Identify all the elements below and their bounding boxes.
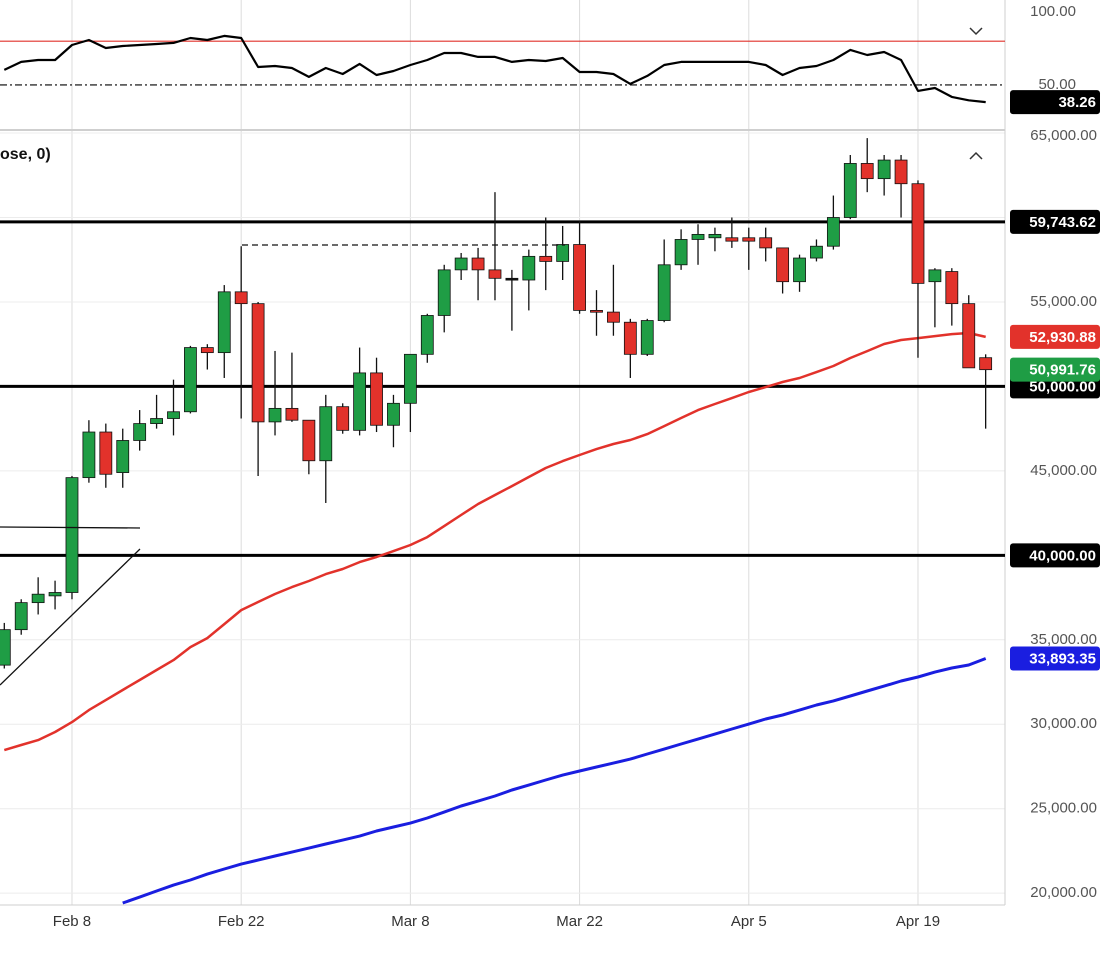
candle-body xyxy=(116,440,130,473)
candle-body xyxy=(573,244,586,311)
price-label: 40,000.00 xyxy=(1029,547,1096,564)
candle-body xyxy=(454,257,468,271)
y-tick-label: 25,000.00 xyxy=(1030,800,1097,817)
candle-body xyxy=(725,237,739,242)
candle-body xyxy=(420,315,434,355)
candle-body xyxy=(285,407,299,421)
y-tick-label: 65,000.00 xyxy=(1030,127,1097,144)
plot xyxy=(0,34,1005,905)
price-label-box xyxy=(1010,646,1100,671)
rsi-tick-label: 50.00 xyxy=(1038,76,1076,93)
candle-body xyxy=(590,310,603,313)
candle-body xyxy=(488,269,502,279)
price-label: 52,930.88 xyxy=(1029,329,1096,346)
candle-body xyxy=(776,247,790,283)
candle-body xyxy=(437,269,451,316)
y-tick-label: 55,000.00 xyxy=(1030,293,1097,310)
candle-body xyxy=(928,269,942,283)
trend-line[interactable] xyxy=(0,548,141,686)
y-tick-label: 35,000.00 xyxy=(1030,631,1097,648)
axis-labels: Feb 8 Feb 22 Mar 8 Mar 22 Apr 5 Apr 19 65,000.… xyxy=(53,3,1100,930)
candle-body xyxy=(370,372,383,426)
candle-body xyxy=(184,347,197,413)
candle-body xyxy=(894,159,908,185)
candle-body xyxy=(793,257,806,283)
price-label-box xyxy=(1010,90,1100,115)
candle-body xyxy=(133,423,147,441)
candle-body xyxy=(691,233,705,240)
rsi-line xyxy=(3,34,986,104)
candle-body xyxy=(742,237,756,242)
candle-body xyxy=(674,239,688,266)
candle-body xyxy=(14,602,28,631)
candle-body xyxy=(150,418,163,424)
candle-body xyxy=(826,217,840,247)
candle-body xyxy=(607,311,620,323)
x-tick-label: Feb 8 xyxy=(53,913,91,930)
trend-line[interactable] xyxy=(0,526,141,529)
candle-body xyxy=(623,321,637,355)
expand-button[interactable] xyxy=(969,151,983,160)
collapse-button[interactable] xyxy=(969,27,983,36)
candle-body xyxy=(302,419,316,462)
candle-body xyxy=(31,593,45,604)
candle-body xyxy=(403,353,417,404)
candle-body xyxy=(353,372,367,431)
price-label-box xyxy=(1010,324,1100,349)
price-label: 50,991.76 xyxy=(1029,362,1096,379)
candle-body xyxy=(471,257,485,271)
candle-body xyxy=(319,406,333,462)
candle-body xyxy=(167,411,180,419)
price-label: 50,000.00 xyxy=(1029,378,1096,395)
candle-body xyxy=(65,477,79,593)
price-label-box xyxy=(1010,357,1100,382)
rsi-tick-label: 100.00 xyxy=(1030,3,1076,20)
candle-body xyxy=(657,264,671,321)
candle-body xyxy=(0,629,11,666)
x-tick-label: Feb 22 xyxy=(218,913,265,930)
y-tick-label: 30,000.00 xyxy=(1030,715,1097,732)
candle-body xyxy=(200,347,214,354)
x-tick-label: Mar 8 xyxy=(391,913,429,930)
x-tick-label: Mar 22 xyxy=(556,913,603,930)
candle-body xyxy=(82,431,96,479)
candle-body xyxy=(336,406,350,431)
y-tick-label: 20,000.00 xyxy=(1030,884,1097,901)
candle-body xyxy=(843,163,857,218)
candle-body xyxy=(640,320,654,355)
grid xyxy=(0,0,1005,905)
candle-body xyxy=(48,592,62,597)
candle-body xyxy=(99,431,113,475)
candle-body xyxy=(962,303,976,369)
candle-body xyxy=(217,291,231,354)
price-label: 33,893.35 xyxy=(1029,650,1096,667)
candle-body xyxy=(556,244,570,262)
price-label-box xyxy=(1010,543,1100,568)
candle-body xyxy=(911,183,925,284)
indicator-title: ose, 0) xyxy=(0,146,51,163)
candle-body xyxy=(387,402,400,426)
candle-body xyxy=(251,303,265,423)
x-tick-label: Apr 19 xyxy=(896,913,940,930)
moving-average xyxy=(122,657,987,905)
candle-body xyxy=(234,291,248,305)
candle-body xyxy=(505,277,519,281)
x-tick-label: Apr 5 xyxy=(731,913,767,930)
price-label: 59,743.62 xyxy=(1029,214,1096,231)
candle-body xyxy=(810,245,823,259)
candle-body xyxy=(268,407,282,423)
candle-body xyxy=(979,357,993,371)
candle-body xyxy=(522,255,536,281)
price-label: 38.26 xyxy=(1058,94,1096,111)
price-label-box xyxy=(1010,209,1100,234)
y-tick-label: 45,000.00 xyxy=(1030,462,1097,479)
candle-body xyxy=(539,255,553,262)
candle-body xyxy=(708,233,722,239)
candle-body xyxy=(945,271,959,305)
moving-average xyxy=(3,331,986,752)
candle-body xyxy=(759,237,773,249)
candle-body xyxy=(860,163,874,180)
candle-body xyxy=(877,159,891,180)
